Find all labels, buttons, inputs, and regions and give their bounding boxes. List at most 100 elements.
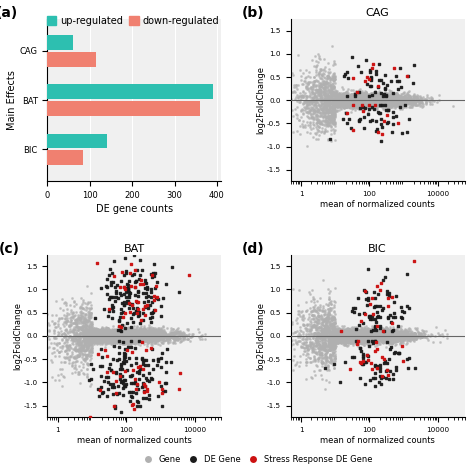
Point xyxy=(356,328,364,335)
Point xyxy=(349,96,357,103)
Point xyxy=(406,99,413,107)
Point xyxy=(348,331,356,339)
Point xyxy=(129,318,137,326)
Point xyxy=(118,328,126,336)
Point xyxy=(130,333,138,340)
Point xyxy=(373,328,381,336)
Point xyxy=(120,328,128,336)
Point xyxy=(363,337,370,344)
Point xyxy=(375,328,383,335)
Point xyxy=(328,315,336,322)
Point xyxy=(385,97,393,105)
Point xyxy=(391,99,399,106)
Point xyxy=(112,331,119,339)
Point xyxy=(99,353,106,360)
Point xyxy=(365,336,373,344)
Point xyxy=(132,327,139,334)
Point xyxy=(356,335,364,342)
Point xyxy=(349,97,356,104)
Point xyxy=(337,334,344,341)
Point xyxy=(366,66,374,74)
Point xyxy=(300,110,307,118)
Point xyxy=(355,329,363,337)
Point xyxy=(85,322,92,330)
Point xyxy=(394,101,402,109)
Point xyxy=(381,334,389,342)
Point xyxy=(88,338,96,346)
Point xyxy=(345,98,353,106)
Point xyxy=(353,330,361,338)
Point xyxy=(336,94,343,102)
Point xyxy=(174,337,182,344)
Point xyxy=(142,394,150,401)
Point xyxy=(336,336,344,344)
Point xyxy=(354,98,361,106)
Point xyxy=(144,329,151,337)
Point xyxy=(100,327,108,335)
Point xyxy=(320,87,328,95)
Point xyxy=(83,351,91,359)
Point xyxy=(322,325,329,333)
Point xyxy=(406,97,414,105)
Point xyxy=(112,334,120,341)
Point xyxy=(338,98,346,106)
Point xyxy=(101,328,109,335)
Point xyxy=(350,332,357,340)
Point xyxy=(407,94,414,102)
Point xyxy=(138,332,146,339)
Point xyxy=(111,329,119,337)
Point xyxy=(313,329,320,337)
Point xyxy=(135,367,143,374)
Point xyxy=(323,121,330,129)
Point xyxy=(376,96,383,103)
Point xyxy=(105,334,113,342)
Point xyxy=(116,324,123,332)
Point xyxy=(342,98,350,106)
Point xyxy=(379,304,386,312)
Point xyxy=(373,346,380,353)
Point xyxy=(365,91,373,98)
Point xyxy=(401,98,408,105)
Point xyxy=(116,332,123,340)
Point xyxy=(153,332,160,339)
Point xyxy=(384,101,392,109)
Point xyxy=(137,332,144,340)
Point xyxy=(354,333,362,341)
Point xyxy=(356,98,363,105)
Point xyxy=(100,331,107,339)
Point xyxy=(347,332,355,339)
Point xyxy=(337,333,344,340)
Point xyxy=(399,99,407,107)
Point xyxy=(306,108,314,115)
Point xyxy=(373,329,381,337)
Point xyxy=(128,328,136,336)
Point xyxy=(328,322,336,329)
Point xyxy=(359,100,366,107)
Point xyxy=(345,74,352,82)
Point xyxy=(337,337,345,345)
Point xyxy=(303,100,311,108)
Point xyxy=(328,344,335,352)
Point xyxy=(361,331,369,338)
Point xyxy=(335,96,342,104)
Point xyxy=(345,332,353,339)
Point xyxy=(160,328,168,336)
Point xyxy=(311,329,319,337)
Point xyxy=(151,339,159,347)
Point xyxy=(131,326,139,333)
Point xyxy=(127,334,134,342)
Point xyxy=(103,332,110,340)
Point xyxy=(108,331,115,338)
Point xyxy=(104,335,112,343)
Point xyxy=(377,367,384,374)
Point xyxy=(68,362,75,370)
Point xyxy=(363,93,370,100)
Point xyxy=(338,96,346,103)
Point xyxy=(356,337,363,345)
Point xyxy=(151,332,158,339)
Point xyxy=(339,99,347,107)
Point xyxy=(120,329,128,337)
Point xyxy=(342,95,349,102)
Point xyxy=(169,331,177,339)
Point xyxy=(357,94,365,101)
